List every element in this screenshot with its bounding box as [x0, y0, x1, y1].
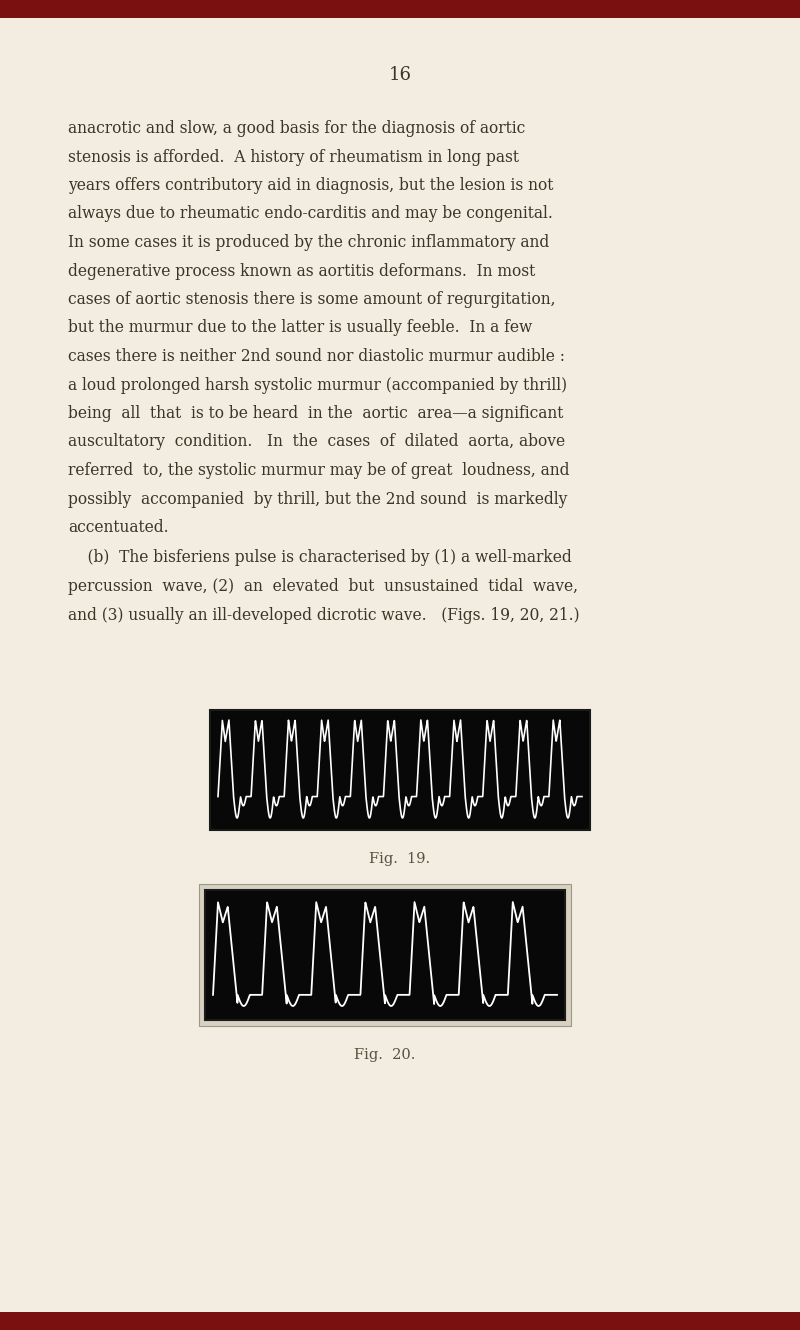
Text: stenosis is afforded.  A history of rheumatism in long past: stenosis is afforded. A history of rheum… [68, 149, 519, 165]
Bar [205, 890, 565, 1020]
Text: In some cases it is produced by the chronic inflammatory and: In some cases it is produced by the chro… [68, 234, 550, 251]
Text: (b)  The bisferiens pulse is characterised by (1) a well-marked: (b) The bisferiens pulse is characterise… [68, 549, 572, 567]
Bar [0, 0, 800, 19]
Text: referred  to, the systolic murmur may be of great  loudness, and: referred to, the systolic murmur may be … [68, 462, 570, 479]
Text: possibly  accompanied  by thrill, but the 2nd sound  is markedly: possibly accompanied by thrill, but the … [68, 491, 567, 508]
Text: being  all  that  is to be heard  in the  aortic  area—a significant: being all that is to be heard in the aor… [68, 406, 563, 422]
Text: but the murmur due to the latter is usually feeble.  In a few: but the murmur due to the latter is usua… [68, 319, 532, 336]
Text: auscultatory  condition.   In  the  cases  of  dilated  aorta, above: auscultatory condition. In the cases of … [68, 434, 565, 451]
Bar [0, 1311, 800, 1330]
Text: percussion  wave, (2)  an  elevated  but  unsustained  tidal  wave,: percussion wave, (2) an elevated but uns… [68, 579, 578, 595]
Text: Fig.  19.: Fig. 19. [370, 853, 430, 866]
Text: anacrotic and slow, a good basis for the diagnosis of aortic: anacrotic and slow, a good basis for the… [68, 120, 526, 137]
Text: a loud prolonged harsh systolic murmur (accompanied by thrill): a loud prolonged harsh systolic murmur (… [68, 376, 567, 394]
Text: accentuated.: accentuated. [68, 519, 169, 536]
Text: cases there is neither 2nd sound nor diastolic murmur audible :: cases there is neither 2nd sound nor dia… [68, 348, 565, 364]
Text: degenerative process known as aortitis deformans.  In most: degenerative process known as aortitis d… [68, 262, 535, 279]
Text: years offers contributory aid in diagnosis, but the lesion is not: years offers contributory aid in diagnos… [68, 177, 554, 194]
Text: always due to rheumatic endo-carditis and may be congenital.: always due to rheumatic endo-carditis an… [68, 206, 553, 222]
Bar [199, 884, 571, 1025]
Bar [210, 710, 590, 830]
Text: Fig.  20.: Fig. 20. [354, 1048, 416, 1061]
Text: and (3) usually an ill-developed dicrotic wave.   (Figs. 19, 20, 21.): and (3) usually an ill-developed dicroti… [68, 606, 580, 624]
Text: 16: 16 [389, 66, 411, 84]
Text: cases of aortic stenosis there is some amount of regurgitation,: cases of aortic stenosis there is some a… [68, 291, 555, 309]
